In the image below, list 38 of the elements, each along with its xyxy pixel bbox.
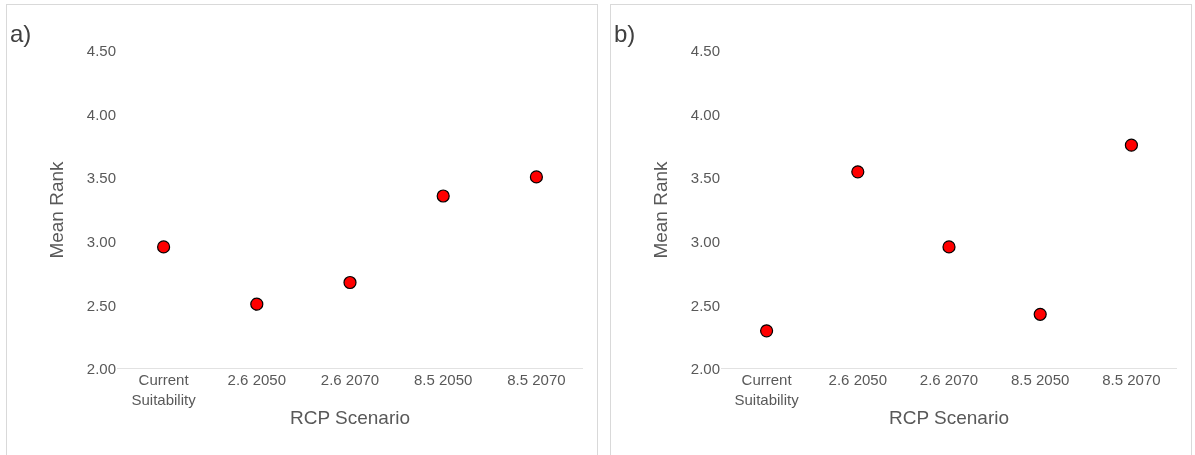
point — [157, 240, 171, 254]
x-tick-label: 2.6 2070 — [919, 371, 979, 388]
y-tick-label: 2.50 — [86, 296, 116, 314]
chart-title: b) — [613, 20, 636, 48]
x-tick-label: 2.6 2050 — [828, 371, 887, 388]
y-tick-label: 3.50 — [690, 169, 720, 187]
y-tick-label: 4.00 — [86, 105, 116, 123]
point — [1124, 138, 1138, 152]
x-tick-label: 8.5 2070 — [1102, 371, 1161, 388]
point — [760, 324, 774, 338]
point — [942, 240, 956, 254]
y-tick-label: 4.50 — [86, 42, 116, 60]
y-tick-label: 2.00 — [86, 360, 116, 378]
y-tick-label: 2.00 — [690, 360, 720, 378]
x-tick-label: 8.5 2050 — [1011, 371, 1070, 388]
point — [343, 275, 357, 290]
point — [1033, 307, 1047, 321]
y-axis-title: Mean Rank — [45, 160, 67, 259]
y-tick-label: 4.00 — [690, 105, 720, 123]
y-tick-label: 3.00 — [86, 233, 116, 251]
y-tick-label: 3.50 — [86, 169, 116, 187]
y-tick-label: 2.50 — [690, 296, 720, 314]
x-axis-title: RCP Scenario — [888, 407, 1010, 429]
x-tick-label: 2.6 2050 — [227, 371, 286, 388]
x-tick-label: Current Suitability — [131, 371, 197, 408]
y-axis-title: Mean Rank — [649, 160, 671, 259]
x-tick-label: Current Suitability — [734, 371, 800, 408]
y-tick-label: 3.00 — [690, 233, 720, 251]
y-tick-label: 4.50 — [690, 42, 720, 60]
x-tick-label: 2.6 2070 — [320, 371, 380, 388]
x-tick-label: 8.5 2070 — [507, 371, 566, 388]
x-tick-label: 8.5 2050 — [414, 371, 473, 388]
chart-title: a) — [9, 20, 32, 48]
x-axis-title: RCP Scenario — [289, 407, 411, 429]
point — [851, 165, 865, 179]
point — [436, 189, 450, 203]
point — [529, 170, 543, 184]
point — [250, 297, 264, 311]
